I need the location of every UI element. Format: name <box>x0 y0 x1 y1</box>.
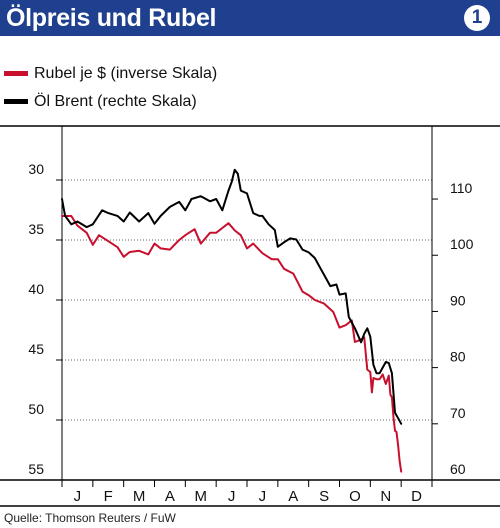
series-line-rubel <box>61 215 403 473</box>
month-label: M <box>133 488 146 505</box>
grid-layer <box>62 179 432 481</box>
right-tick-label: 70 <box>450 405 466 421</box>
source-note: Quelle: Thomson Reuters / FuW <box>4 511 176 525</box>
month-label: D <box>411 488 422 505</box>
series-layer <box>61 168 403 473</box>
month-label: J <box>228 488 236 505</box>
month-label: J <box>259 488 267 505</box>
month-label: F <box>104 488 113 505</box>
right-tick-label: 100 <box>450 236 474 252</box>
left-tick-label: 50 <box>28 401 44 417</box>
legend-swatch-oil <box>4 99 28 105</box>
month-label: S <box>319 488 329 505</box>
chart-title: Ölpreis und Rubel <box>6 4 217 32</box>
right-tick-label: 80 <box>450 349 466 365</box>
month-label: A <box>165 488 175 505</box>
legend-label-rubel: Rubel je $ (inverse Skala) <box>34 65 218 82</box>
legend-label-oil: Öl Brent (rechte Skala) <box>34 93 197 110</box>
series-line-oil <box>61 168 403 425</box>
month-label: O <box>349 488 361 505</box>
left-tick-label: 30 <box>28 161 44 177</box>
chart-header: Ölpreis und Rubel 1 <box>0 0 500 36</box>
line-chart: 30 35 40 45 50 55 110 100 90 80 70 60 J F M A M J J A S O N D <box>0 125 500 507</box>
legend-item-rubel: Rubel je $ (inverse Skala) <box>4 64 217 84</box>
axes-layer <box>0 125 500 507</box>
month-label: M <box>195 488 208 505</box>
month-label: A <box>288 488 298 505</box>
legend-swatch-rubel <box>4 71 28 77</box>
left-tick-label: 55 <box>28 461 44 477</box>
right-tick-label: 90 <box>450 292 466 308</box>
right-tick-label: 110 <box>450 180 473 196</box>
month-label: N <box>380 488 391 505</box>
month-label: J <box>74 488 82 505</box>
left-tick-label: 45 <box>28 341 44 357</box>
legend-item-oil: Öl Brent (rechte Skala) <box>4 92 197 112</box>
left-tick-label: 35 <box>28 221 44 237</box>
right-tick-label: 60 <box>450 461 466 477</box>
left-tick-label: 40 <box>28 281 44 297</box>
labels-layer: 30 35 40 45 50 55 110 100 90 80 70 60 J F M A M J J A S O N D <box>28 161 473 505</box>
chart-number-badge: 1 <box>464 5 490 31</box>
